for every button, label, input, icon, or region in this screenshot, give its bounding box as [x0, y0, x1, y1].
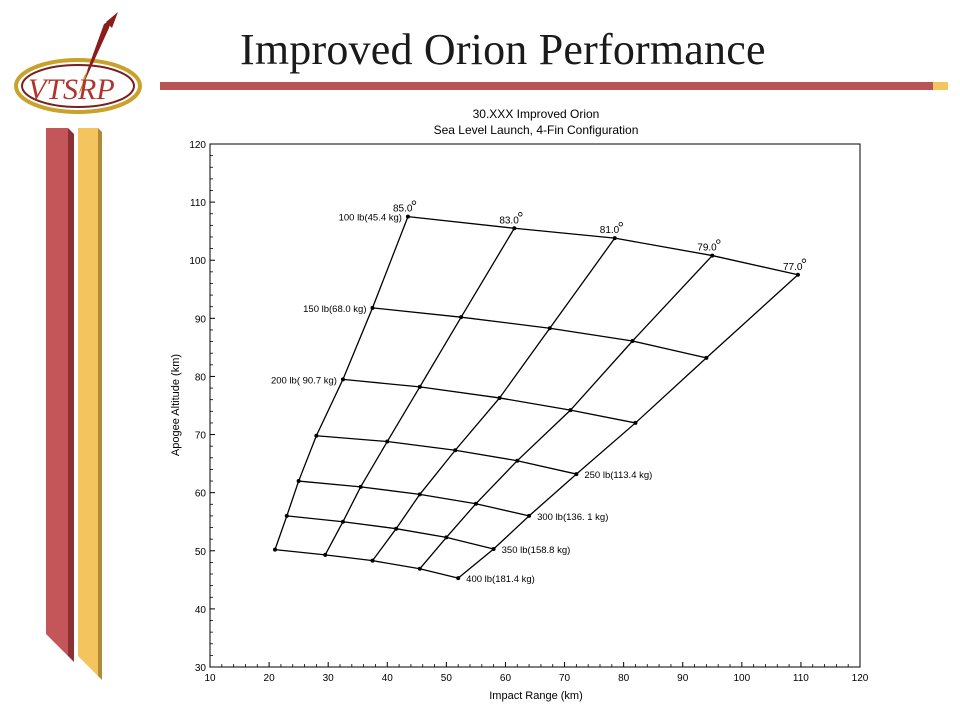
x-axis-label: Impact Range (km) [489, 690, 583, 702]
y-tick-label: 60 [195, 489, 207, 500]
y-tick-label: 110 [190, 198, 206, 209]
data-point [512, 226, 517, 231]
launch-angle-label: 83.0 [499, 215, 519, 226]
payload-curve [286, 515, 494, 550]
vtsrp-logo: VTSRP [8, 6, 148, 116]
x-tick-label: 70 [559, 673, 571, 684]
title-underline-red [160, 82, 933, 90]
data-point [394, 526, 399, 531]
data-point [358, 484, 363, 489]
data-point [497, 395, 502, 400]
payload-label: 100 lb(45.4 kg) [339, 213, 402, 224]
data-point [456, 576, 461, 581]
y-tick-label: 80 [195, 372, 207, 383]
payload-label: 250 lb(113.4 kg) [584, 470, 652, 481]
data-point [273, 547, 277, 552]
data-point [515, 458, 520, 463]
x-tick-label: 80 [618, 673, 630, 684]
payload-label: 200 lb( 90.7 kg) [271, 375, 337, 386]
data-point [385, 439, 390, 444]
y-tick-label: 30 [195, 663, 207, 674]
data-point [444, 535, 449, 540]
y-tick-label: 100 [189, 256, 206, 267]
x-tick-label: 10 [204, 673, 216, 684]
data-point [795, 272, 800, 277]
degree-symbol [801, 258, 807, 263]
data-point [710, 253, 715, 258]
data-point [323, 552, 328, 557]
payload-label: 300 lb(136. 1 kg) [537, 512, 608, 523]
y-tick-label: 120 [189, 140, 206, 151]
data-point [704, 355, 709, 360]
degree-symbol [411, 200, 417, 205]
payload-label: 150 lb(68.0 kg) [303, 304, 366, 315]
y-axis-label: Apogee Altitude (km) [170, 354, 182, 456]
launch-angle-label: 85.0 [393, 204, 413, 215]
slide-title: Improved Orion Performance [240, 25, 766, 74]
x-tick-label: 50 [441, 673, 453, 684]
x-tick-label: 120 [852, 673, 869, 684]
data-point [568, 408, 573, 413]
data-point [340, 377, 345, 382]
data-point [314, 433, 319, 438]
data-point [284, 513, 289, 518]
y-tick-label: 70 [195, 431, 207, 442]
logo-text: VTSRP [28, 73, 115, 106]
data-point [527, 513, 532, 518]
data-point [633, 420, 638, 425]
x-tick-label: 40 [382, 673, 394, 684]
data-point [574, 472, 579, 477]
data-point [417, 384, 422, 389]
data-point [296, 479, 301, 484]
performance-chart: 30.XXX Improved Orion Sea Level Launch, … [170, 107, 869, 702]
data-point [417, 492, 422, 497]
x-tick-label: 90 [677, 673, 689, 684]
launch-angle-curve [457, 274, 799, 579]
data-point [370, 558, 375, 563]
data-point [459, 315, 464, 320]
title-underline-gold [933, 82, 948, 90]
launch-angle-label: 79.0 [697, 243, 717, 254]
data-point [340, 519, 345, 524]
payload-curve [298, 480, 530, 517]
degree-symbol [518, 212, 523, 217]
data-point [491, 547, 496, 552]
side-decoration [40, 128, 110, 688]
degree-symbol [618, 221, 623, 227]
y-tick-label: 90 [195, 314, 207, 325]
x-tick-label: 100 [733, 673, 750, 684]
y-tick-label: 50 [195, 547, 207, 558]
payload-label: 400 lb(181.4 kg) [466, 574, 535, 585]
x-tick-label: 110 [793, 673, 809, 684]
degree-symbol [716, 239, 721, 244]
data-point [405, 214, 410, 219]
data-point [453, 448, 458, 453]
data-point [630, 338, 635, 343]
data-point [473, 501, 478, 506]
x-tick-label: 60 [500, 673, 512, 684]
data-point [417, 566, 422, 571]
x-tick-label: 20 [264, 673, 276, 684]
data-point [612, 236, 617, 241]
chart-subtitle: Sea Level Launch, 4-Fin Configuration [434, 123, 639, 137]
data-point [547, 326, 552, 331]
launch-angle-label: 77.0 [783, 262, 803, 273]
x-tick-label: 30 [323, 673, 335, 684]
plot-frame [209, 143, 861, 668]
chart-title: 30.XXX Improved Orion [473, 107, 600, 121]
payload-label: 350 lb(158.8 kg) [502, 545, 571, 556]
data-point [370, 305, 375, 310]
y-tick-label: 40 [195, 605, 207, 616]
launch-angle-label: 81.0 [600, 225, 620, 236]
payload-curve [274, 548, 459, 579]
